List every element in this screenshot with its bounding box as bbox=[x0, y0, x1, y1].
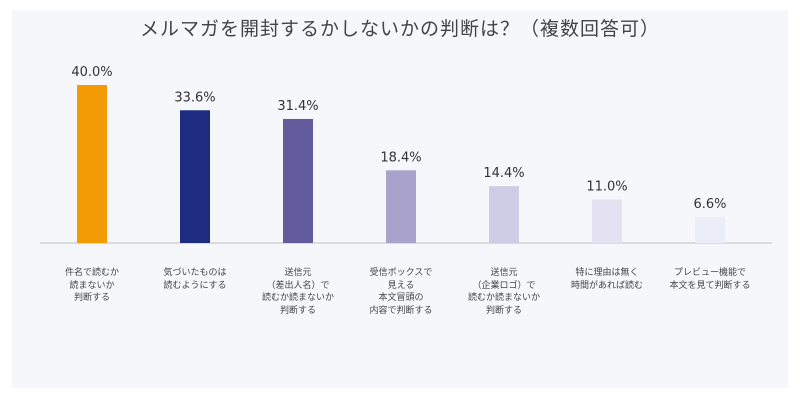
category-label-line: 送信元 bbox=[490, 268, 518, 278]
category-label-line: 特に理由は無く bbox=[575, 268, 639, 278]
data-label-3: 31.4% bbox=[277, 99, 318, 114]
data-label-6: 11.0% bbox=[586, 180, 627, 195]
category-label-4: 受信ボックスで 見える本文冒頭の内容で判断する bbox=[351, 267, 451, 317]
category-label-line: プレビュー機能で bbox=[673, 268, 746, 278]
category-label-6: 特に理由は無く 時間があれば読む bbox=[557, 267, 657, 292]
category-label-line: 読むか読まないか bbox=[467, 293, 540, 303]
data-label-2: 33.6% bbox=[174, 90, 215, 105]
category-label-line: 判断する bbox=[279, 305, 316, 316]
chart-title: メルマガを開封するかしないかの判断は？（複数回答可） bbox=[139, 18, 660, 40]
category-label-line: 判断する bbox=[485, 305, 522, 316]
data-label-7: 6.6% bbox=[693, 197, 726, 212]
category-label-line: 見える bbox=[387, 280, 415, 291]
category-label-line: 受信ボックスで bbox=[369, 268, 433, 278]
category-label-line: （差出人名）で bbox=[266, 280, 330, 291]
bar-4 bbox=[386, 170, 416, 243]
category-label-line: 読まないか bbox=[69, 280, 115, 291]
category-label-line: 送信元 bbox=[284, 268, 312, 278]
category-label-line: 内容で判断する bbox=[369, 305, 433, 316]
category-label-line: 読むか読まないか bbox=[261, 293, 334, 303]
data-label-4: 18.4% bbox=[380, 150, 421, 165]
category-label-1: 件名で読むか 読まないか判断する bbox=[42, 267, 142, 305]
category-label-line: 件名で読むか bbox=[64, 268, 119, 278]
category-label-line: 気づいたものは bbox=[163, 268, 227, 278]
bar-1 bbox=[77, 85, 107, 243]
data-label-1: 40.0% bbox=[71, 65, 112, 80]
bar-2 bbox=[180, 110, 210, 243]
category-label-line: 時間があれば読む bbox=[570, 280, 643, 291]
category-label-line: （企業ロゴ）で bbox=[472, 280, 536, 291]
category-label-3: 送信元 （差出人名）で 読むか読まないか 判断する bbox=[248, 267, 348, 317]
category-label-line: 読むようにする bbox=[163, 280, 227, 291]
bar-3 bbox=[283, 118, 313, 243]
bar-6 bbox=[592, 199, 622, 243]
category-label-7: プレビュー機能で 本文を見て判断する bbox=[660, 267, 760, 292]
bar-7 bbox=[695, 216, 725, 243]
category-label-line: 判断する bbox=[73, 293, 110, 303]
data-label-5: 14.4% bbox=[483, 166, 524, 181]
bar-5 bbox=[489, 186, 519, 243]
category-label-line: 本文冒頭の bbox=[378, 293, 424, 303]
category-label-5: 送信元 （企業ロゴ）で 読むか読まないか 判断する bbox=[454, 267, 554, 317]
category-label-2: 気づいたものは 読むようにする bbox=[145, 267, 245, 292]
category-label-line: 本文を見て判断する bbox=[669, 280, 751, 291]
